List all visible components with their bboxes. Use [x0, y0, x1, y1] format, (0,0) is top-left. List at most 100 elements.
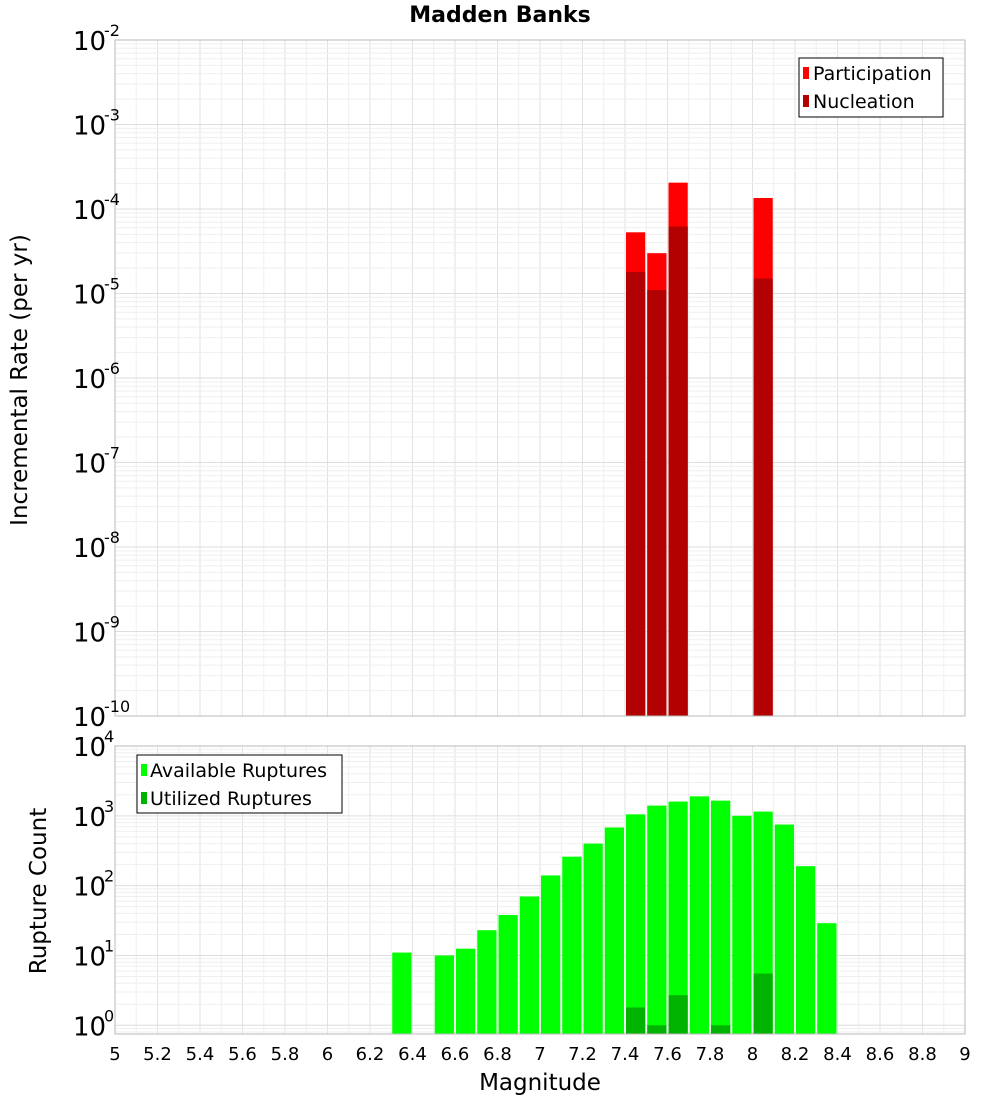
- bar-available-ruptures: [626, 814, 646, 1034]
- top-y-tick-base: 10: [73, 534, 106, 564]
- top-y-tick-exponent: -2: [104, 21, 120, 40]
- bottom-legend-box: [136, 754, 343, 814]
- bar-available-ruptures: [796, 866, 816, 1034]
- x-tick-label: 5: [109, 1044, 120, 1065]
- legend-swatch-utilized: [141, 792, 147, 804]
- bar-nucleation: [626, 271, 646, 716]
- x-tick-label: 8.2: [781, 1044, 810, 1065]
- top-y-ticks: 10-210-310-410-510-610-710-810-910-10: [73, 21, 130, 733]
- top-y-tick-base: 10: [73, 450, 106, 480]
- top-grid: [114, 39, 966, 717]
- bar-available-ruptures: [434, 955, 454, 1034]
- bar-available-ruptures: [647, 805, 667, 1034]
- legend-label-nucleation: Nucleation: [813, 91, 915, 113]
- bar-available-ruptures: [774, 824, 794, 1034]
- bottom-y-tick-exponent: 3: [104, 797, 114, 816]
- top-plot: 10-210-310-410-510-610-710-810-910-10 In…: [7, 21, 966, 733]
- x-tick-label: 9: [959, 1044, 970, 1065]
- top-y-tick-base: 10: [73, 27, 106, 57]
- x-tick-label: 7: [534, 1044, 545, 1065]
- top-y-tick-exponent: -3: [104, 106, 120, 125]
- top-y-tick-base: 10: [73, 703, 106, 733]
- top-y-tick-exponent: -4: [104, 190, 120, 209]
- bottom-plot-border: [114, 745, 966, 1035]
- top-y-tick-exponent: -7: [104, 444, 120, 463]
- legend-label-participation: Participation: [813, 63, 932, 85]
- bar-utilized-ruptures: [753, 973, 773, 1034]
- legend-swatch-nucleation: [803, 95, 809, 107]
- bar-available-ruptures: [519, 896, 539, 1034]
- bar-available-ruptures: [392, 952, 412, 1034]
- bottom-legend: Available Ruptures Utilized Ruptures: [136, 754, 343, 814]
- x-tick-label: 5.2: [143, 1044, 172, 1065]
- bar-available-ruptures: [541, 875, 561, 1034]
- top-y-tick-base: 10: [73, 619, 106, 649]
- bar-nucleation: [753, 278, 773, 716]
- bar-utilized-ruptures: [668, 995, 688, 1034]
- bar-available-ruptures: [562, 856, 582, 1034]
- x-tick-label: 7.2: [568, 1044, 597, 1065]
- bar-utilized-ruptures: [647, 1025, 667, 1034]
- bottom-y-tick-base: 10: [73, 873, 106, 903]
- bar-available-ruptures: [732, 815, 752, 1034]
- top-y-tick-base: 10: [73, 281, 106, 311]
- top-y-tick-exponent: -9: [104, 613, 120, 632]
- bottom-y-tick-base: 10: [73, 942, 106, 972]
- x-tick-label: 8.6: [866, 1044, 895, 1065]
- bar-available-ruptures: [689, 796, 709, 1034]
- chart-title: Madden Banks: [409, 3, 590, 28]
- legend-swatch-participation: [803, 67, 809, 79]
- x-ticks: 5 5.2 5.4 5.6 5.8 6 6.2 6.4 6.6 6.8 7 7.2 7.4 7.6 7.8 8…: [109, 1044, 970, 1065]
- bottom-y-tick-exponent: 0: [104, 1006, 114, 1025]
- x-tick-label: 6.6: [441, 1044, 470, 1065]
- bottom-y-axis-label: Rupture Count: [26, 808, 52, 974]
- bar-utilized-ruptures: [626, 1007, 646, 1034]
- x-tick-label: 7.6: [653, 1044, 682, 1065]
- legend-label-available: Available Ruptures: [150, 760, 327, 782]
- x-tick-label: 6.4: [398, 1044, 427, 1065]
- bottom-y-tick-exponent: 2: [104, 867, 114, 886]
- top-legend: Participation Nucleation: [798, 57, 944, 118]
- x-tick-label: 6.2: [356, 1044, 385, 1065]
- bar-nucleation: [668, 226, 688, 716]
- top-plot-border: [114, 39, 966, 717]
- bar-available-ruptures: [711, 800, 731, 1034]
- top-y-tick-exponent: -6: [104, 359, 120, 378]
- x-tick-label: 5.8: [271, 1044, 300, 1065]
- top-bars: [626, 182, 773, 716]
- top-y-tick-exponent: -8: [104, 528, 120, 547]
- bar-utilized-ruptures: [711, 1025, 731, 1034]
- bar-available-ruptures: [604, 827, 624, 1034]
- bar-available-ruptures: [498, 914, 518, 1034]
- top-y-tick-exponent: -5: [104, 275, 120, 294]
- top-y-tick-exponent: -10: [104, 697, 130, 716]
- x-tick-label: 7.8: [696, 1044, 725, 1065]
- bar-available-ruptures: [817, 923, 837, 1034]
- x-tick-label: 8.8: [908, 1044, 937, 1065]
- x-tick-label: 8.4: [823, 1044, 852, 1065]
- top-y-axis-label: Incremental Rate (per yr): [7, 234, 33, 526]
- bottom-y-tick-exponent: 4: [104, 727, 114, 746]
- bottom-y-tick-base: 10: [73, 733, 106, 763]
- top-y-tick-base: 10: [73, 112, 106, 142]
- bottom-bars: [392, 796, 837, 1034]
- x-tick-label: 7.4: [611, 1044, 640, 1065]
- bottom-y-tick-exponent: 1: [104, 936, 114, 955]
- bar-available-ruptures: [456, 948, 476, 1034]
- x-tick-label: 6: [322, 1044, 333, 1065]
- x-tick-label: 6.8: [483, 1044, 512, 1065]
- top-y-tick-base: 10: [73, 365, 106, 395]
- legend-label-utilized: Utilized Ruptures: [150, 788, 312, 810]
- bar-nucleation: [647, 290, 667, 716]
- legend-swatch-available: [141, 764, 147, 776]
- bottom-y-tick-base: 10: [73, 803, 106, 833]
- x-tick-label: 5.4: [186, 1044, 215, 1065]
- x-axis-label: Magnitude: [479, 1070, 601, 1096]
- top-y-tick-base: 10: [73, 196, 106, 226]
- bottom-y-tick-base: 10: [73, 1012, 106, 1042]
- x-tick-label: 5.6: [228, 1044, 257, 1065]
- bar-available-ruptures: [583, 843, 603, 1034]
